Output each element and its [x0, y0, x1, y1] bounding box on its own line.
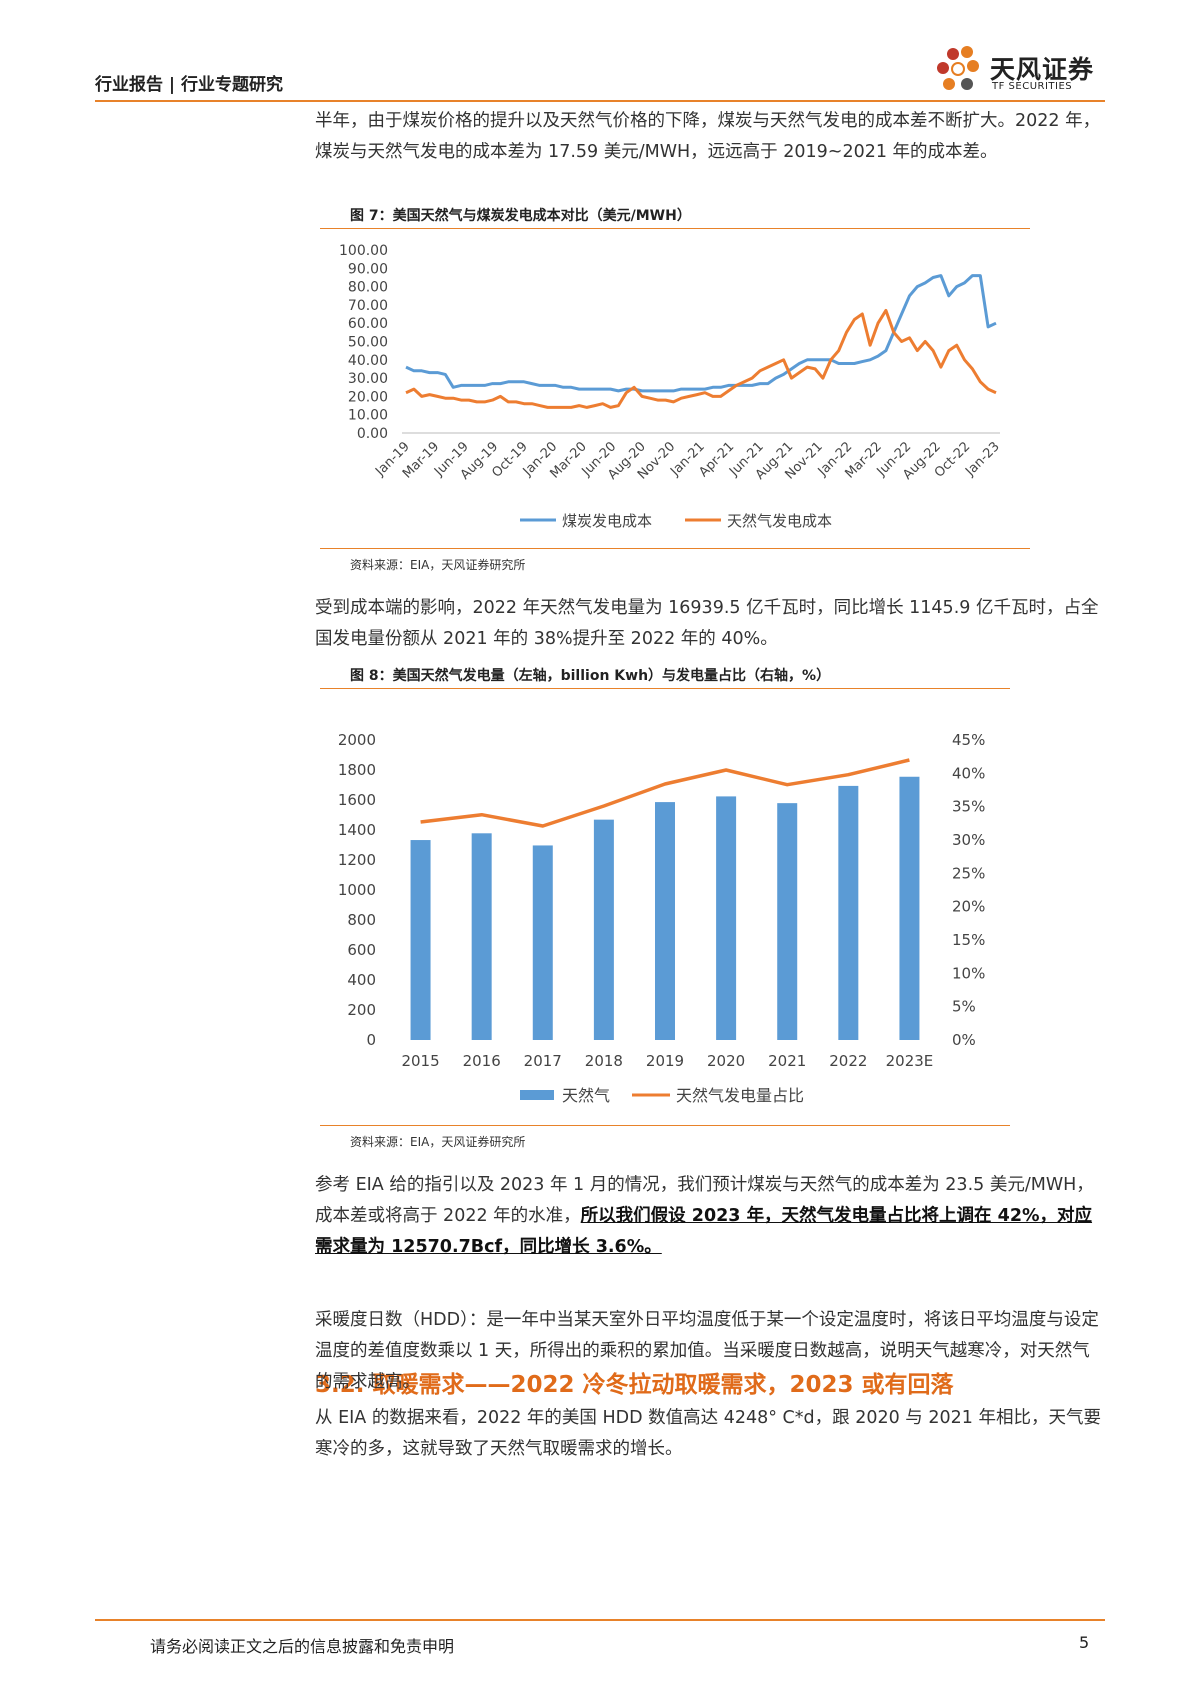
y-right-tick-label: 15% [952, 931, 985, 949]
y-left-tick-label: 800 [347, 911, 376, 929]
bar [593, 819, 614, 1040]
y-tick-label: 0.00 [357, 426, 388, 442]
series-line [405, 308, 997, 409]
x-tick-label: 2018 [585, 1052, 623, 1070]
gas-generation-chart: 0 200 400 600 800 1000 1200 1400 1600 1800 2000 0% 5… [338, 731, 986, 1105]
y-right-tick-label: 35% [952, 798, 985, 816]
y-tick-label: 50.00 [348, 335, 388, 351]
y-right-tick-label: 30% [952, 831, 985, 849]
figure7-source: 资料来源：EIA，天风证券研究所 [350, 558, 526, 572]
y-tick-label: 30.00 [348, 371, 388, 387]
figure8-source: 资料来源：EIA，天风证券研究所 [350, 1135, 526, 1149]
y-right-tick-label: 25% [952, 864, 985, 882]
y-tick-label: 70.00 [348, 298, 388, 314]
figure8-caption: 图 8：美国天然气发电量（左轴，billion Kwh）与发电量占比（右轴，%） [350, 668, 831, 684]
figure7-bottom-rule [320, 548, 1030, 549]
bar [899, 776, 920, 1040]
bar [838, 785, 859, 1040]
x-tick-label: 2019 [646, 1052, 684, 1070]
y-tick-label: 90.00 [348, 261, 388, 277]
legend-label-line: 天然气发电量占比 [676, 1086, 804, 1105]
y-left-tick-label: 1600 [338, 791, 376, 809]
y-left-tick-label: 400 [347, 971, 376, 989]
figure7-caption: 图 7：美国天然气与煤炭发电成本对比（美元/MWH） [350, 208, 691, 224]
x-tick-label: 2020 [707, 1052, 745, 1070]
bar [655, 802, 675, 1040]
y-tick-label: 80.00 [348, 280, 388, 296]
footer-divider [95, 1619, 1105, 1621]
y-left-tick-label: 0 [366, 1031, 376, 1049]
x-tick-label: 2017 [524, 1052, 562, 1070]
figure7-top-rule [320, 228, 1030, 229]
paragraph-cost-gap: 半年，由于煤炭价格的提升以及天然气价格的下降，煤炭与天然气发电的成本差不断扩大。… [315, 111, 1101, 162]
y-left-tick-label: 2000 [338, 731, 376, 749]
y-right-tick-label: 20% [952, 898, 985, 916]
bar [471, 833, 492, 1040]
y-tick-label: 100.00 [339, 243, 388, 259]
bar [716, 796, 737, 1040]
y-right-tick-label: 40% [952, 764, 985, 782]
x-tick-label: 2021 [768, 1052, 806, 1070]
y-tick-label: 40.00 [348, 353, 388, 369]
paragraph-hdd-data: 从 EIA 的数据来看，2022 年的美国 HDD 数值高达 4248° C*d… [315, 1408, 1101, 1459]
y-tick-label: 20.00 [348, 389, 388, 405]
y-tick-label: 60.00 [348, 316, 388, 332]
y-left-tick-label: 600 [347, 941, 376, 959]
y-right-tick-label: 5% [952, 998, 976, 1016]
logo-name-en: TF SECURITIES [992, 81, 1073, 92]
y-tick-label: 10.00 [348, 408, 388, 424]
y-left-tick-label: 1200 [338, 851, 376, 869]
footer-disclaimer: 请务必阅读正文之后的信息披露和免责申明 [150, 1637, 455, 1656]
figure8-top-rule [320, 688, 1010, 689]
legend-label: 天然气发电成本 [727, 512, 832, 530]
header-title: 行业报告 | 行业专题研究 [95, 75, 284, 95]
section-heading: 3.2. 取暖需求——2022 冷冬拉动取暖需求，2023 或有回落 [315, 1372, 954, 1398]
logo-name-cn: 天风证券 [990, 55, 1095, 84]
company-logo [937, 46, 979, 90]
series-line [405, 274, 997, 393]
y-left-tick-label: 200 [347, 1001, 376, 1019]
assumption-emphasis: 所以我们假设 2023 年，天然气发电量占比将上调在 42%，对应需求量为 12… [315, 1206, 1093, 1257]
legend-label-bar: 天然气 [562, 1086, 610, 1105]
y-left-tick-label: 1800 [338, 761, 376, 779]
bar [410, 840, 431, 1040]
y-left-tick-label: 1400 [338, 821, 376, 839]
header-divider [95, 100, 1105, 102]
y-right-tick-label: 0% [952, 1031, 976, 1049]
y-right-tick-label: 45% [952, 731, 985, 749]
bar [777, 803, 798, 1040]
y-left-tick-label: 1000 [338, 881, 376, 899]
legend-swatch-bar [520, 1090, 554, 1100]
paragraph-gas-generation: 受到成本端的影响，2022 年天然气发电量为 16939.5 亿千瓦时，同比增长… [315, 598, 1099, 649]
x-tick-label: 2015 [401, 1052, 439, 1070]
bar [532, 845, 553, 1040]
x-tick-label: 2016 [463, 1052, 501, 1070]
x-tick-label: 2023E [886, 1052, 934, 1070]
y-right-tick-label: 10% [952, 964, 985, 982]
assumption-text: 参考 EIA 给的指引以及 2023 年 1 月的情况，我们预计煤炭与天然气的成… [315, 1175, 1094, 1226]
cost-comparison-chart: 0.00 10.00 20.00 30.00 40.00 50.00 60.00 70.00 8… [339, 243, 1003, 530]
x-tick-label: 2022 [829, 1052, 867, 1070]
page-number: 5 [1079, 1633, 1090, 1652]
legend-label: 煤炭发电成本 [562, 512, 652, 530]
paragraph-assumption: 参考 EIA 给的指引以及 2023 年 1 月的情况，我们预计煤炭与天然气的成… [315, 1170, 1105, 1263]
paragraph-hdd-definition: 采暖度日数（HDD）：是一年中当某天室外日平均温度低于某一个设定温度时，将该日平… [315, 1310, 1099, 1392]
share-line [420, 758, 910, 828]
figure8-bottom-rule [320, 1125, 1010, 1126]
